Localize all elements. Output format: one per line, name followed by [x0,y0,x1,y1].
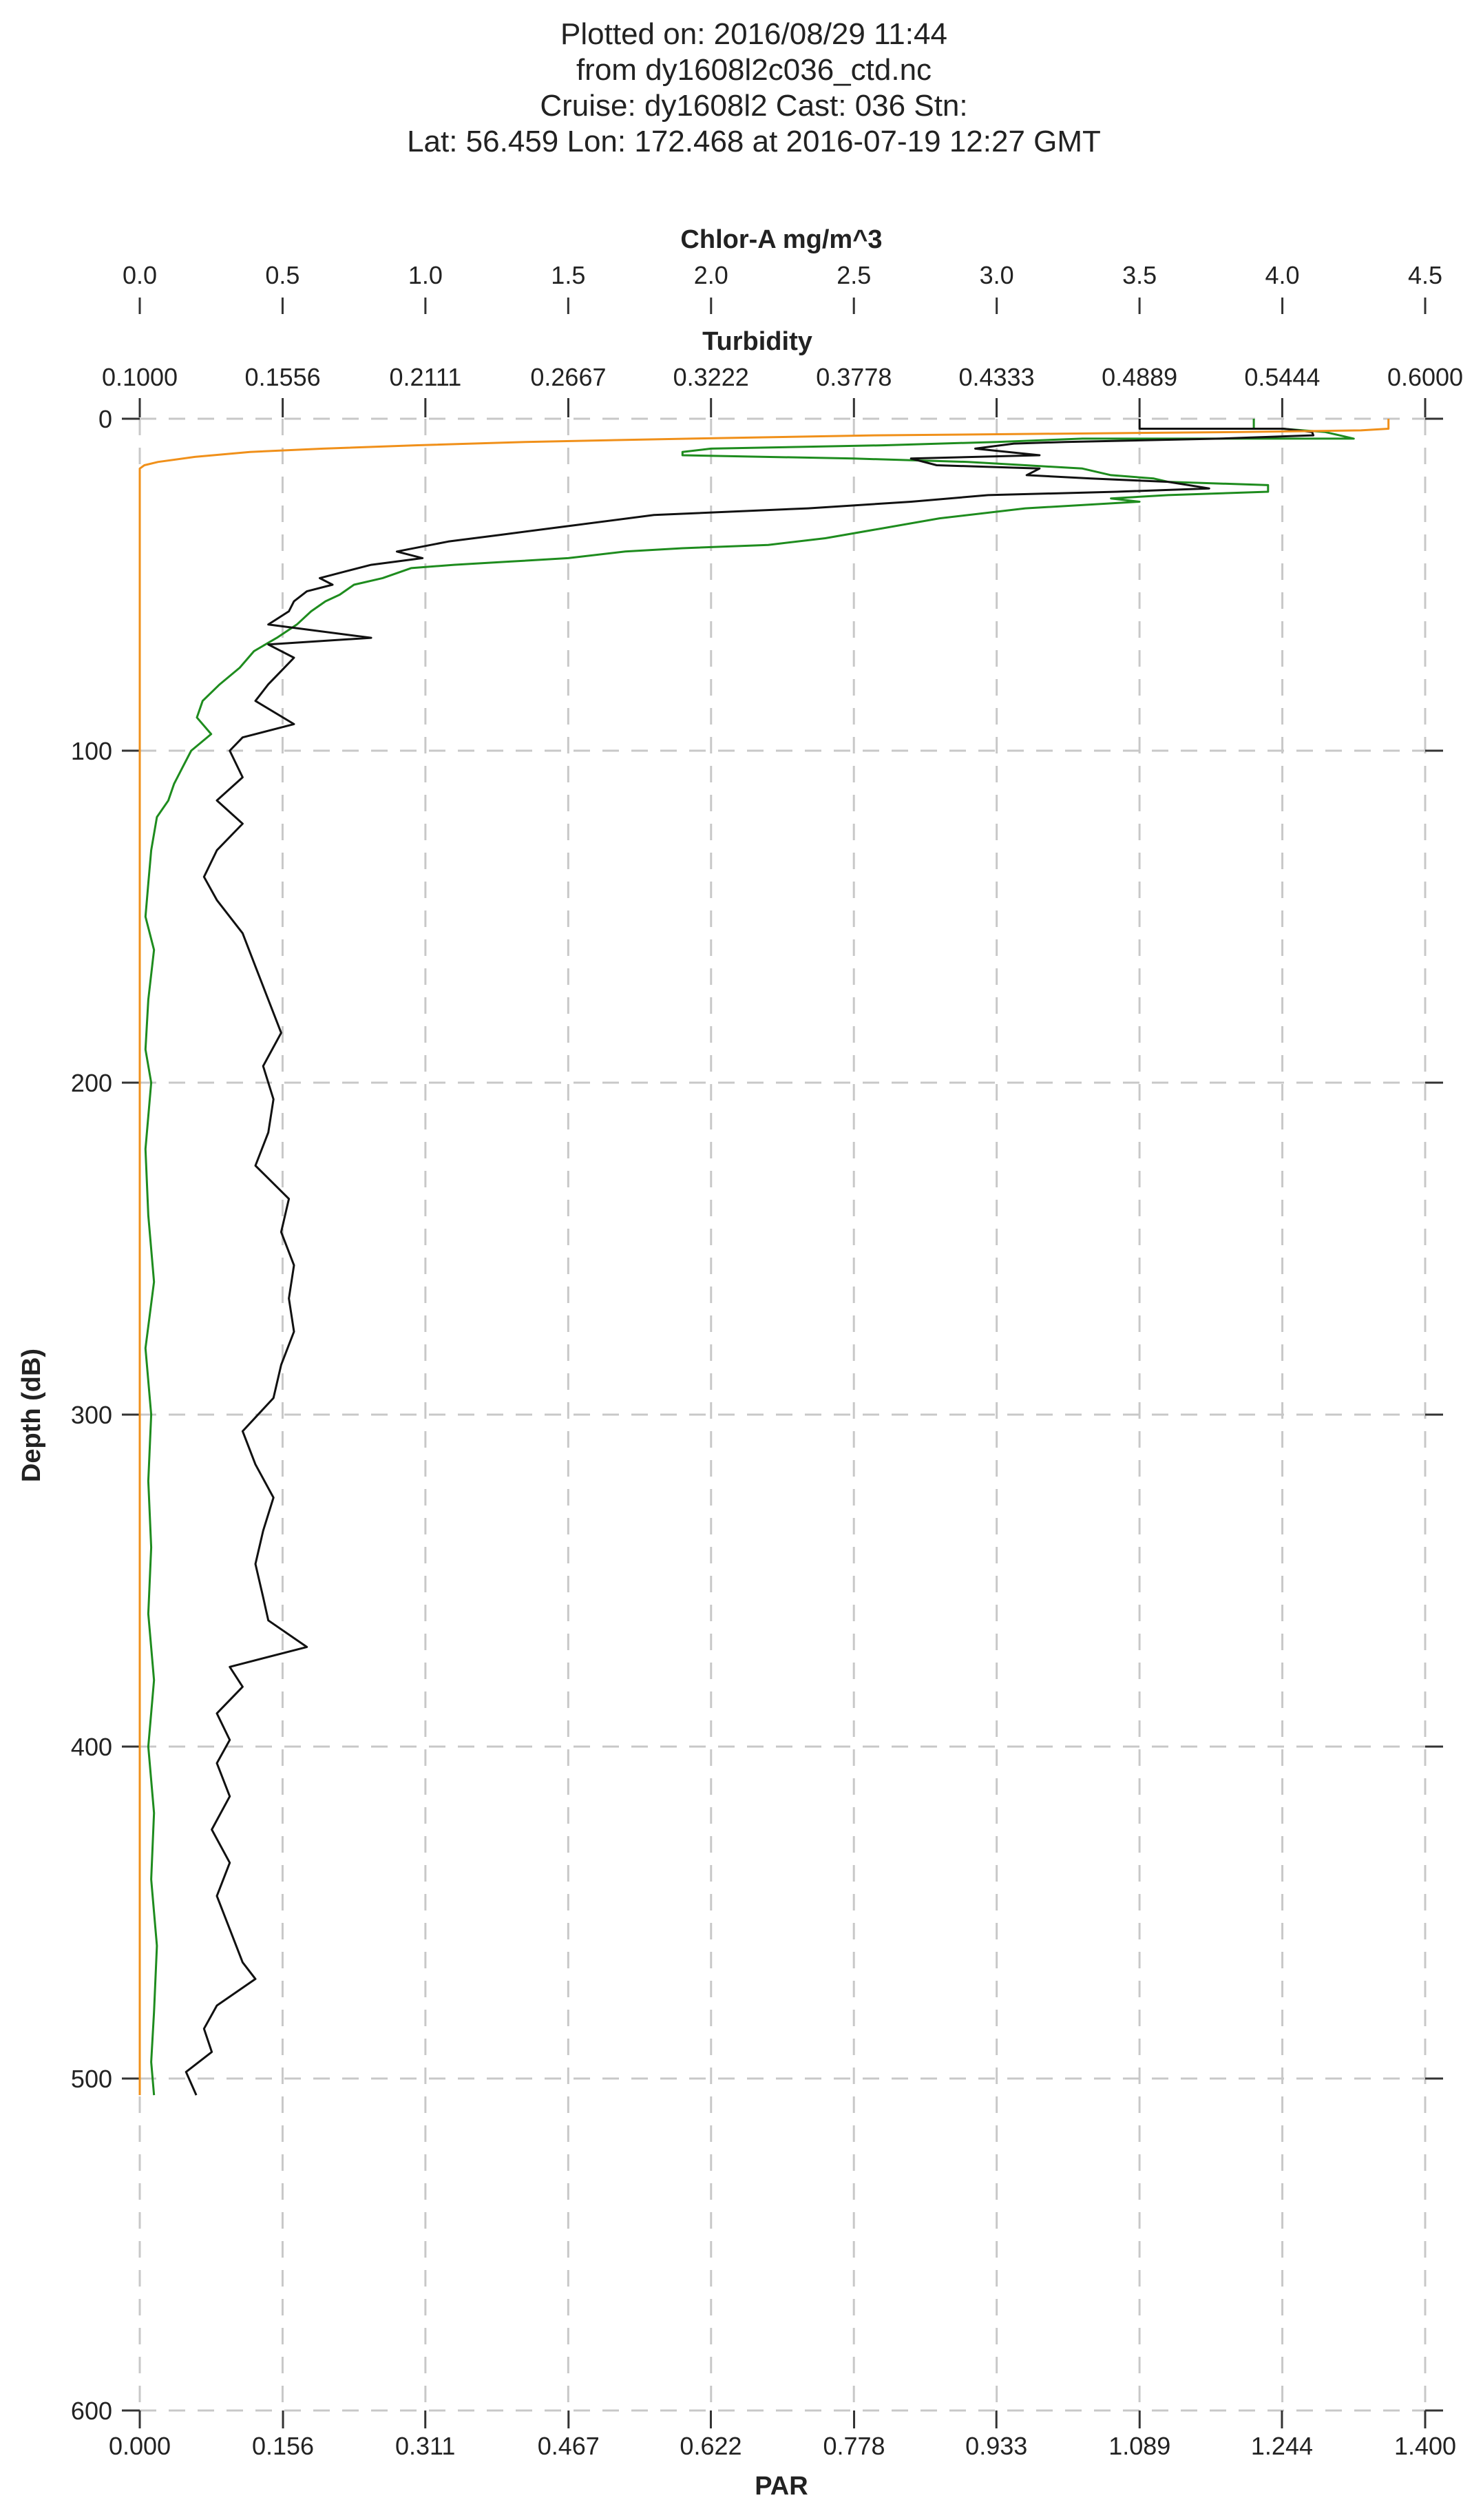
par-tick-label: 1.400 [1394,2432,1456,2460]
par-tick-label: 0.000 [109,2432,171,2460]
depth-tick-label: 300 [71,1401,112,1429]
chlor-tick-label: 1.5 [551,261,585,289]
par-tick-label: 1.089 [1108,2432,1170,2460]
chart-series [138,419,1390,2096]
chlor-profile-line [144,419,1355,2096]
turbidity-tick-label: 0.2667 [530,363,606,391]
chlor-tick-label: 3.0 [980,261,1014,289]
depth-tick-label: 400 [71,1733,112,1761]
turbidity-tick-label: 0.6000 [1387,363,1463,391]
depth-tick-label: 600 [71,2397,112,2425]
par-tick-label: 0.933 [965,2432,1027,2460]
chlor-tick-label: 3.5 [1122,261,1157,289]
turbidity-tick-label: 0.3222 [673,363,749,391]
depth-tick-label: 500 [71,2065,112,2093]
header-line-cruise: Cruise: dy1608l2 Cast: 036 Stn: [540,89,967,123]
turbidity-tick-label: 0.2111 [389,363,461,391]
chlor-tick-label: 2.5 [837,261,871,289]
par-tick-label: 0.156 [252,2432,314,2460]
chlor-tick-label: 0.0 [123,261,157,289]
chart-grid [138,417,1427,2412]
chlor-tick-label: 2.0 [694,261,728,289]
turbidity-tick-label: 0.1000 [102,363,178,391]
turbidity-tick-label: 0.5444 [1244,363,1320,391]
header-line-position: Lat: 56.459 Lon: 172.468 at 2016-07-19 1… [407,125,1101,158]
par-tick-label: 0.778 [823,2432,885,2460]
chlor-tick-label: 1.0 [408,261,443,289]
header-line-plotted-on: Plotted on: 2016/08/29 11:44 [560,17,947,51]
depth-axis-title: Depth (dB) [17,1348,46,1482]
depth-tick-label: 0 [98,405,112,433]
par-tick-label: 0.622 [680,2432,742,2460]
turbidity-axis-title: Turbidity [702,327,812,356]
chart-header: Plotted on: 2016/08/29 11:44 from dy1608… [407,17,1101,158]
header-line-file: from dy1608l2c036_ctd.nc [576,53,932,87]
chlor-tick-label: 4.0 [1265,261,1300,289]
chart-axes: 0 100 200 300 400 500 600 0.0 0.5 1.0 1.5 2.0 2.5 3.0… [71,261,1463,2460]
turbidity-tick-label: 0.3778 [816,363,892,391]
turbidity-tick-label: 0.1556 [245,363,321,391]
depth-tick-label: 100 [71,737,112,765]
turbidity-tick-label: 0.4889 [1102,363,1177,391]
par-tick-label: 0.311 [395,2432,455,2460]
chlor-tick-label: 4.5 [1408,261,1442,289]
par-axis-title: PAR [755,2472,808,2501]
turbidity-profile-line [185,419,1315,2096]
chlor-tick-label: 0.5 [265,261,299,289]
par-tick-label: 1.244 [1251,2432,1313,2460]
turbidity-tick-label: 0.4333 [958,363,1034,391]
par-tick-label: 0.467 [538,2432,600,2460]
depth-tick-label: 200 [71,1069,112,1097]
par-profile-line [138,419,1390,2096]
chlor-axis-title: Chlor-A mg/m^3 [680,225,882,254]
